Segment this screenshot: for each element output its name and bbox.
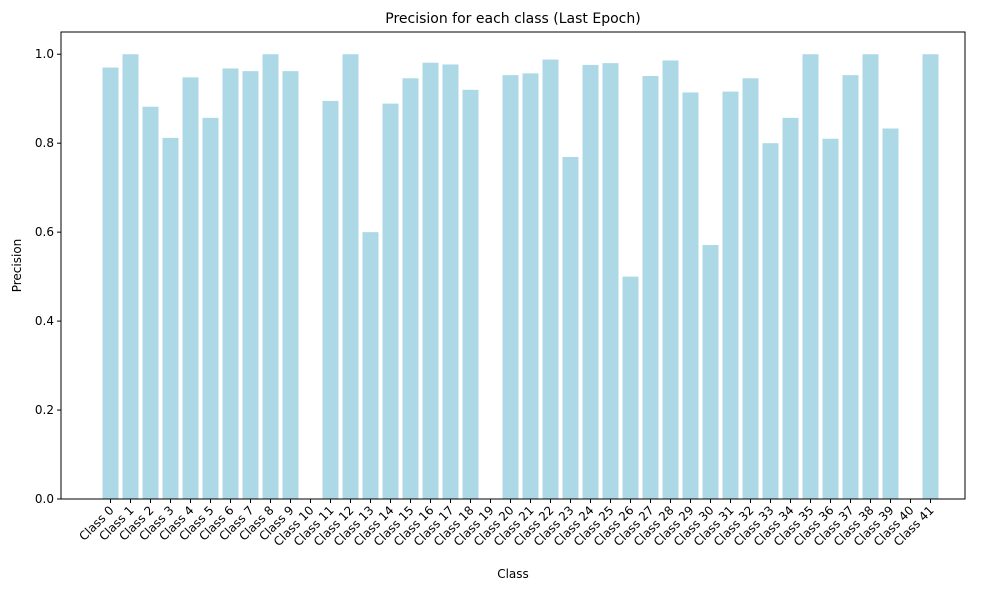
bar-class-23 bbox=[562, 156, 579, 499]
chart-title: Precision for each class (Last Epoch) bbox=[385, 11, 640, 27]
bar-class-31 bbox=[722, 91, 739, 500]
bar-class-35 bbox=[802, 54, 819, 499]
bar-class-12 bbox=[342, 54, 359, 499]
bar-class-34 bbox=[782, 117, 799, 499]
bar-class-5 bbox=[202, 117, 219, 499]
bar-class-7 bbox=[242, 71, 259, 500]
bar-class-13 bbox=[362, 232, 379, 499]
bar-class-6 bbox=[222, 68, 239, 500]
bar-class-39 bbox=[882, 128, 899, 499]
bar-class-14 bbox=[382, 103, 399, 500]
bar-class-29 bbox=[682, 92, 699, 500]
bar-class-11 bbox=[322, 100, 339, 499]
bar-class-18 bbox=[462, 89, 479, 500]
y-tick-label: 0.2 bbox=[35, 403, 54, 417]
bar-class-24 bbox=[582, 64, 599, 499]
x-axis-label: Class bbox=[497, 567, 529, 581]
bar-class-20 bbox=[502, 75, 519, 499]
bar-class-27 bbox=[642, 76, 659, 499]
bar-class-26 bbox=[622, 276, 639, 499]
bar-class-22 bbox=[542, 59, 559, 500]
bar-class-2 bbox=[142, 106, 159, 499]
y-tick-label: 1.0 bbox=[35, 47, 54, 61]
y-tick-label: 0.6 bbox=[35, 225, 54, 239]
bar-class-3 bbox=[162, 137, 179, 499]
y-tick-label: 0.0 bbox=[35, 492, 54, 506]
bar-class-16 bbox=[422, 62, 439, 500]
bar-class-21 bbox=[522, 73, 539, 499]
bar-class-37 bbox=[842, 75, 859, 499]
bar-class-32 bbox=[742, 78, 759, 499]
y-axis-label: Precision bbox=[10, 239, 24, 293]
y-tick-label: 0.8 bbox=[35, 136, 54, 150]
bar-class-25 bbox=[602, 63, 619, 500]
bar-class-1 bbox=[122, 54, 139, 499]
bar-class-33 bbox=[762, 143, 779, 499]
bar-class-8 bbox=[262, 54, 279, 499]
bar-class-9 bbox=[282, 71, 299, 500]
bar-class-4 bbox=[182, 77, 199, 499]
axes-frame bbox=[60, 31, 966, 500]
bar-class-38 bbox=[862, 54, 879, 499]
bar-class-0 bbox=[102, 67, 119, 499]
bar-class-17 bbox=[442, 64, 459, 499]
bar-class-28 bbox=[662, 60, 679, 500]
bar-class-30 bbox=[702, 245, 719, 499]
bar-class-15 bbox=[402, 78, 419, 499]
bar-class-36 bbox=[822, 138, 839, 499]
bar-class-41 bbox=[922, 54, 939, 499]
y-tick-label: 0.4 bbox=[35, 314, 54, 328]
bars-group bbox=[102, 54, 939, 500]
